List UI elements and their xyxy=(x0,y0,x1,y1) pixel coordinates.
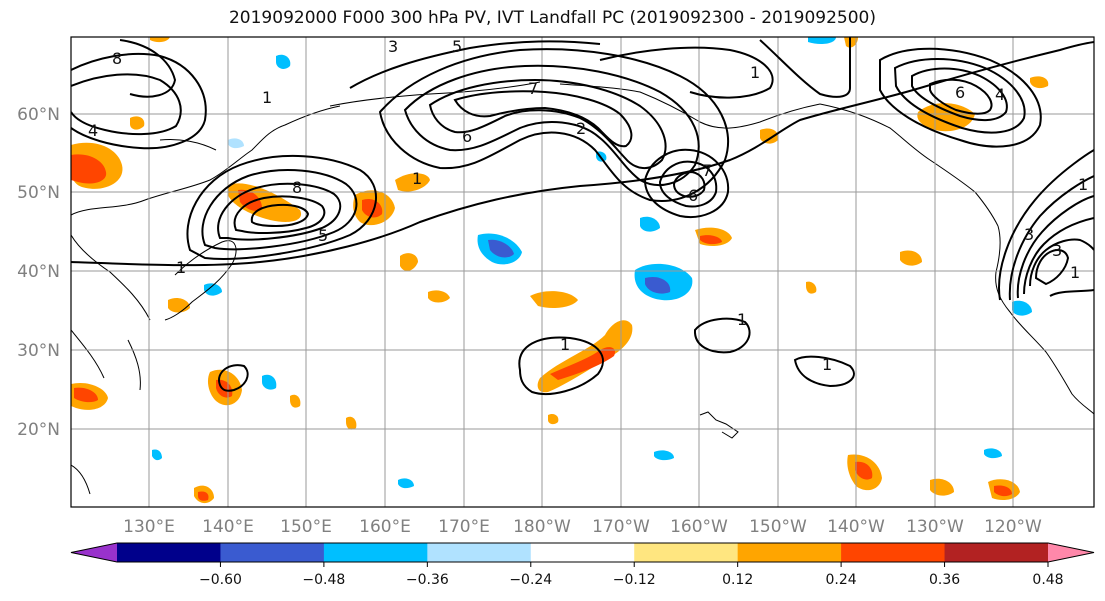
contour-label: 3 xyxy=(388,37,398,56)
lat-label: 20°N xyxy=(17,420,60,440)
contour-label: 1 xyxy=(1078,175,1088,194)
contour-label: 1 xyxy=(737,310,747,329)
lat-label: 30°N xyxy=(17,341,60,361)
colorbar-segment xyxy=(841,543,946,562)
colorbar-ticks: −0.60 −0.48 −0.36 −0.24 −0.12 0.12 0.24 0.36 0.4… xyxy=(199,562,1064,588)
contour-label: 1 xyxy=(262,88,272,107)
lon-label: 160°W xyxy=(670,517,728,537)
contour-label: 3 xyxy=(1024,225,1034,244)
colorbar-extend-max xyxy=(1048,543,1094,562)
lon-label: 160°E xyxy=(359,517,411,537)
lon-label: 140°W xyxy=(827,517,885,537)
lon-label: 130°W xyxy=(906,517,964,537)
contour-label: 6 xyxy=(688,186,698,205)
colorbar-outline xyxy=(70,542,1095,563)
contour-label: 1 xyxy=(822,355,832,374)
lon-label: 180°W xyxy=(513,517,571,537)
colorbar-segment xyxy=(530,543,635,562)
lon-label: 170°W xyxy=(592,517,650,537)
colorbar-tick-label: 0.24 xyxy=(826,572,857,588)
lon-label: 150°W xyxy=(749,517,807,537)
latitude-axis: 60°N 50°N 40°N 30°N 20°N xyxy=(17,105,60,440)
lat-label: 40°N xyxy=(17,262,60,282)
map-border xyxy=(70,36,1095,508)
contour-label: 1 xyxy=(412,169,422,188)
colorbar-segment xyxy=(427,543,532,562)
colorbar-extend-min xyxy=(71,543,117,562)
lon-label: 170°E xyxy=(438,517,490,537)
colorbar-segment xyxy=(117,543,221,562)
contour-label: 5 xyxy=(452,37,462,56)
colorbar-tick-label: −0.48 xyxy=(302,572,345,588)
colorbar-tick-label: 0.12 xyxy=(722,572,753,588)
contour-label: 8 xyxy=(112,49,122,68)
coastline-layer xyxy=(71,81,1094,495)
colorbar-segment xyxy=(323,543,428,562)
colorbar-tick-label: −0.24 xyxy=(509,572,552,588)
colorbar-segment xyxy=(220,543,325,562)
lat-label: 50°N xyxy=(17,183,60,203)
map-title: 2019092000 F000 300 hPa PV, IVT Landfall… xyxy=(228,8,876,28)
contour-label: 1 xyxy=(750,63,760,82)
contour-label-layer: 8 1 4 3 5 6 7 2 1 8 5 1 6 1 1 1 1 7 6 4 … xyxy=(88,37,1088,374)
contour-label: 4 xyxy=(88,121,98,140)
colorbar-tick-label: 0.36 xyxy=(929,572,960,588)
pv-contour-layer xyxy=(71,37,1094,395)
colorbar-tick-label: −0.36 xyxy=(406,572,449,588)
lon-label: 120°W xyxy=(984,517,1042,537)
lat-label: 60°N xyxy=(17,105,60,125)
graticule xyxy=(71,37,1094,507)
lon-label: 130°E xyxy=(123,517,175,537)
lon-label: 150°E xyxy=(280,517,332,537)
contour-label: 6 xyxy=(462,127,472,146)
colorbar-tick-label: 0.48 xyxy=(1032,572,1063,588)
contour-label: 4 xyxy=(995,85,1005,104)
longitude-axis: 130°E 140°E 150°E 160°E 170°E 180°W 170°… xyxy=(123,517,1042,537)
contour-label: 3 xyxy=(1052,241,1062,260)
contour-label: 5 xyxy=(318,226,328,245)
colorbar-tick-label: −0.12 xyxy=(613,572,656,588)
contour-label: 7 xyxy=(528,79,538,98)
colorbar-tick-label: −0.60 xyxy=(199,572,242,588)
contour-label: 2 xyxy=(576,119,586,138)
contour-label: 1 xyxy=(560,335,570,354)
lon-label: 140°E xyxy=(202,517,254,537)
contour-label: 1 xyxy=(1070,263,1080,282)
contour-label: 1 xyxy=(176,258,186,277)
contour-label: 8 xyxy=(292,178,302,197)
contour-label: 7 xyxy=(702,161,712,180)
colorbar xyxy=(70,542,1095,563)
colorbar-segment xyxy=(737,543,842,562)
colorbar-segment xyxy=(634,543,739,562)
colorbar-segment xyxy=(944,543,1049,562)
contour-label: 6 xyxy=(955,83,965,102)
